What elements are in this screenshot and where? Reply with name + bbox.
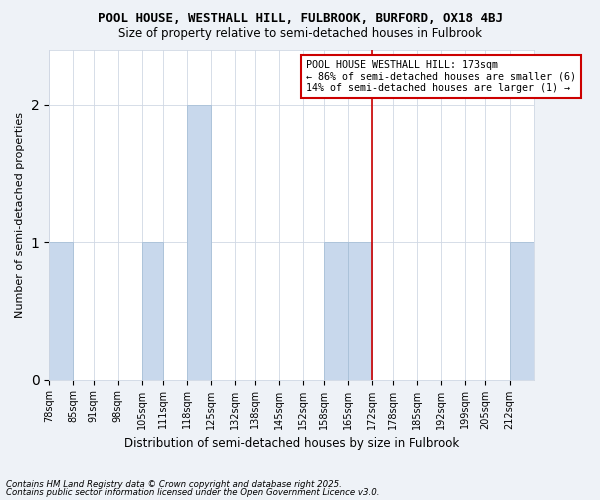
Bar <box>509 242 533 380</box>
Bar <box>187 105 211 380</box>
Y-axis label: Number of semi-detached properties: Number of semi-detached properties <box>15 112 25 318</box>
Bar <box>142 242 163 380</box>
Bar <box>49 242 73 380</box>
Text: POOL HOUSE, WESTHALL HILL, FULBROOK, BURFORD, OX18 4BJ: POOL HOUSE, WESTHALL HILL, FULBROOK, BUR… <box>97 12 503 26</box>
Text: Contains public sector information licensed under the Open Government Licence v3: Contains public sector information licen… <box>6 488 380 497</box>
Text: POOL HOUSE WESTHALL HILL: 173sqm
← 86% of semi-detached houses are smaller (6)
1: POOL HOUSE WESTHALL HILL: 173sqm ← 86% o… <box>306 60 576 93</box>
X-axis label: Distribution of semi-detached houses by size in Fulbrook: Distribution of semi-detached houses by … <box>124 437 459 450</box>
Bar <box>324 242 348 380</box>
Text: Size of property relative to semi-detached houses in Fulbrook: Size of property relative to semi-detach… <box>118 28 482 40</box>
Text: Contains HM Land Registry data © Crown copyright and database right 2025.: Contains HM Land Registry data © Crown c… <box>6 480 342 489</box>
Bar <box>348 242 372 380</box>
